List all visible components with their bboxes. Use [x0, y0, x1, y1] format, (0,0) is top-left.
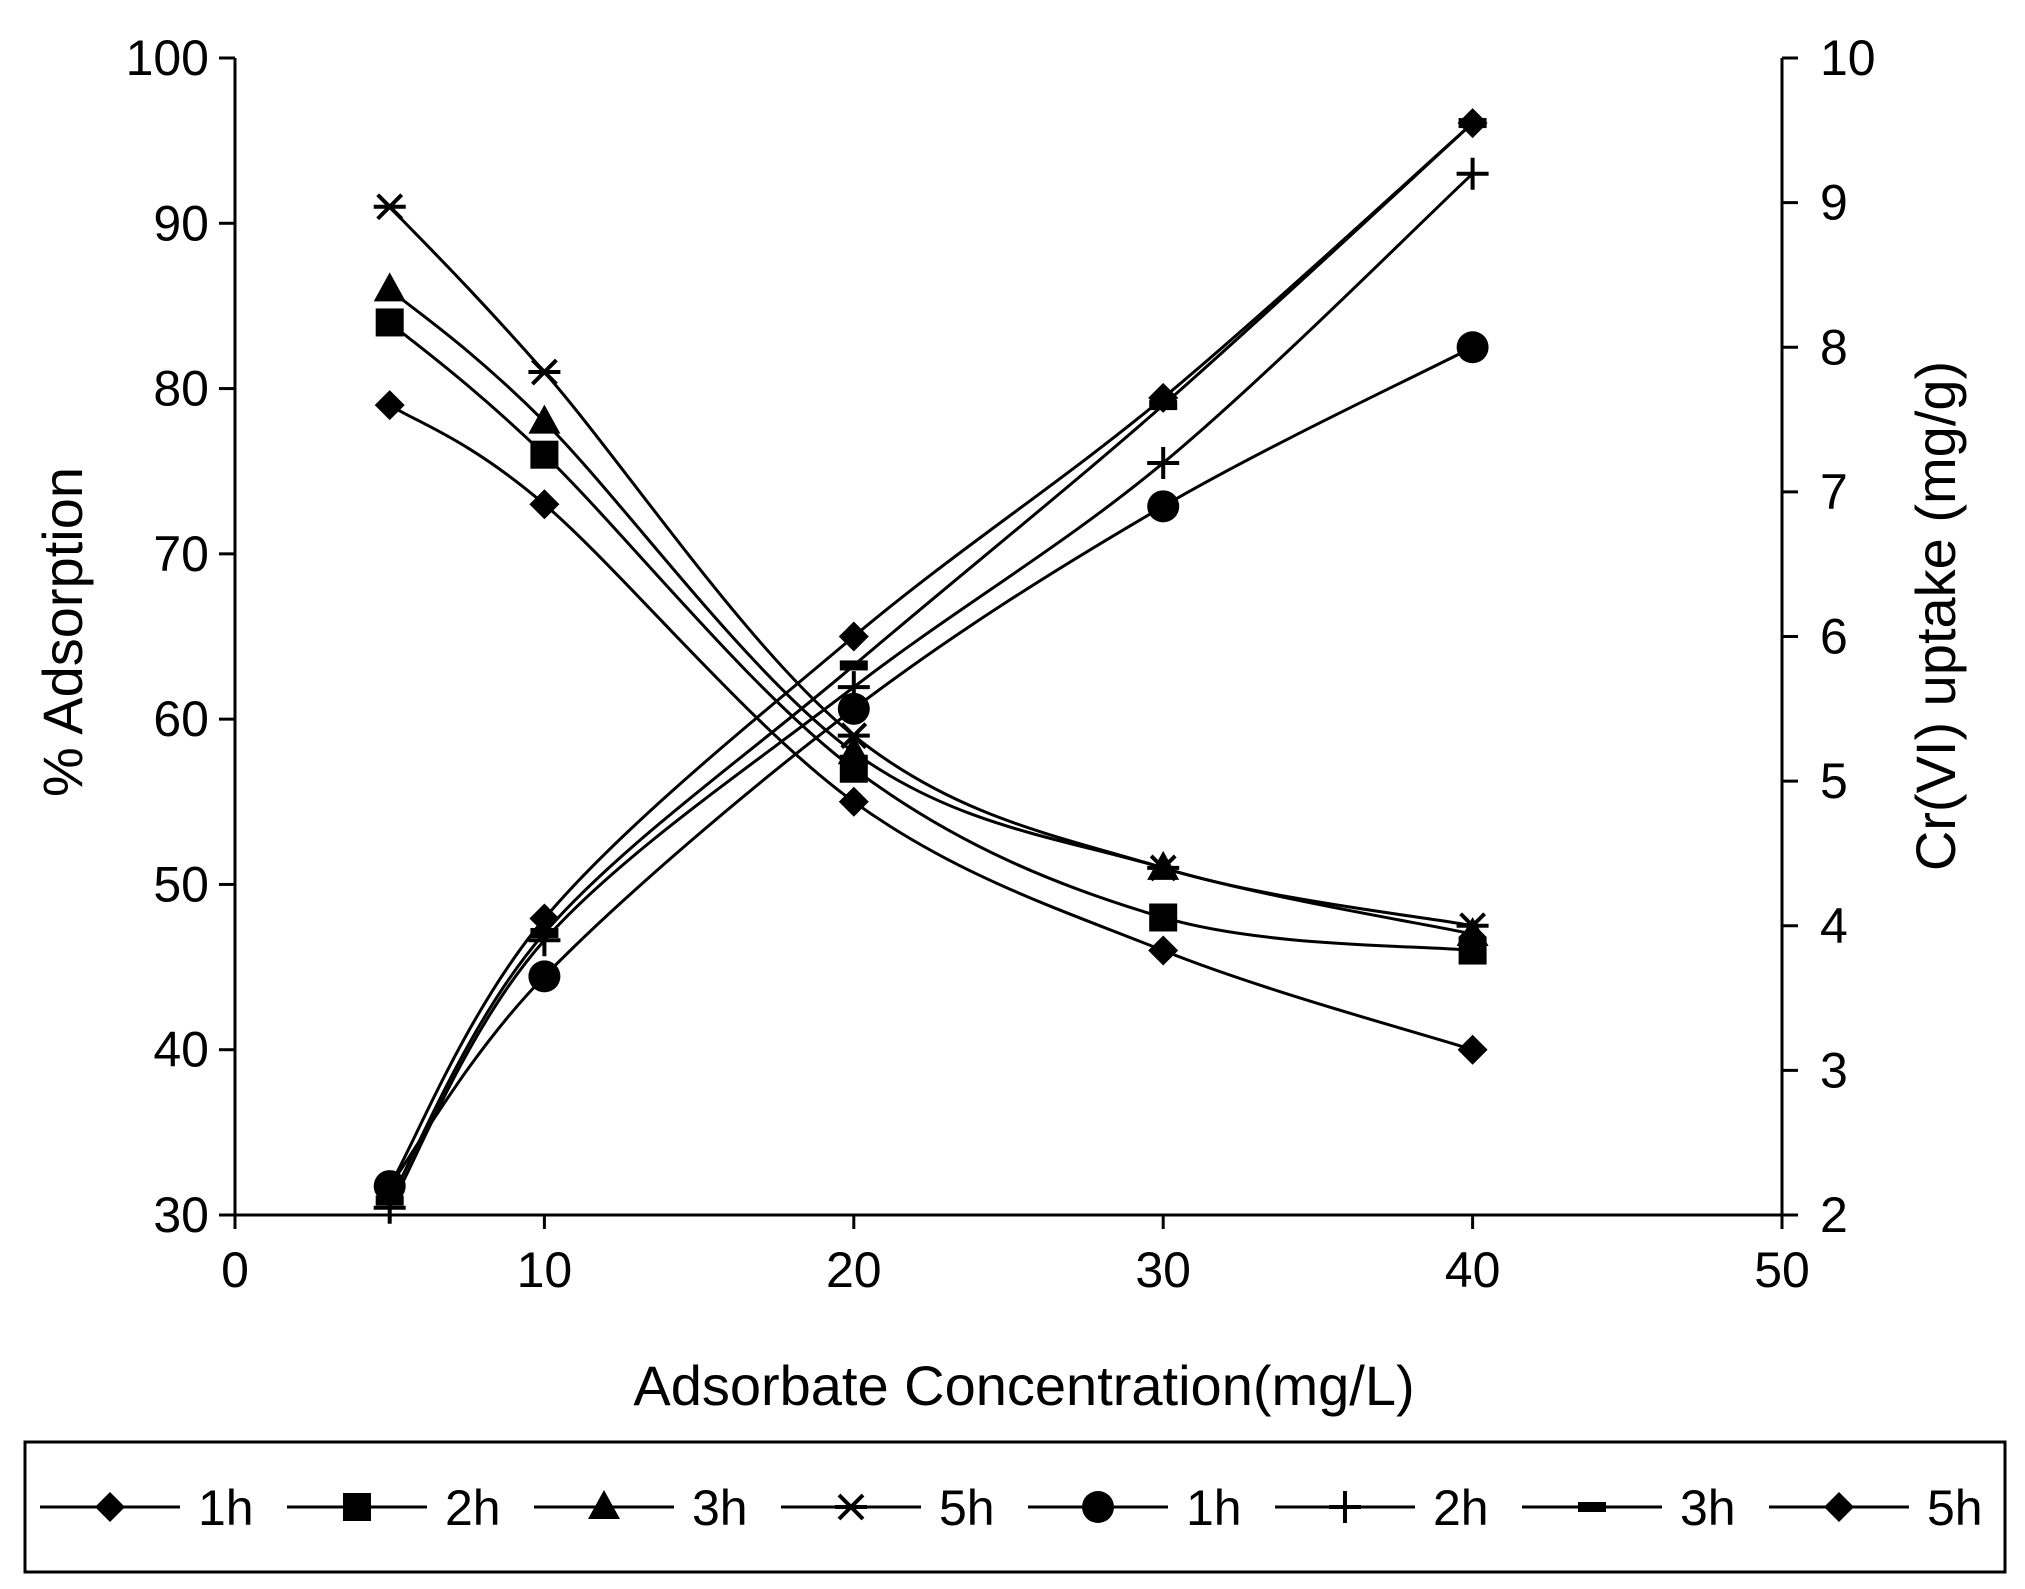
y-tick-label: 70 [153, 526, 209, 582]
legend-item: 1h [40, 1480, 254, 1536]
data-point [374, 1171, 405, 1202]
y2-tick-label: 5 [1820, 753, 1848, 809]
y2-axis-title: Cr(VI) uptake (mg/g) [1904, 361, 1967, 871]
y2-tick-label: 6 [1820, 609, 1848, 665]
data-point [1456, 157, 1489, 190]
legend-marker [835, 1493, 867, 1521]
y-axis-title: % Adsorption [31, 467, 94, 797]
x-tick-label: 40 [1445, 1242, 1501, 1298]
legend: 1h 2h 3h 5h 1h 2h 3h 5h [23, 1440, 2007, 1574]
data-point [373, 272, 406, 302]
data-point [528, 404, 561, 434]
y-tick-label: 60 [153, 691, 209, 747]
data-point [1149, 903, 1178, 932]
data-point [528, 358, 561, 386]
y-tick-label: 100 [126, 30, 209, 86]
data-point [529, 489, 560, 520]
legend-label: 1h [198, 1480, 254, 1536]
data-point [530, 440, 559, 469]
y2-tick-label: 4 [1820, 898, 1848, 954]
data-point [1456, 917, 1489, 947]
data-point [1457, 108, 1488, 139]
x-tick-label: 10 [517, 1242, 573, 1298]
data-point [1147, 854, 1180, 882]
legend-marker [1082, 1491, 1114, 1523]
legend-item: 3h [534, 1480, 748, 1536]
legend-label: 3h [692, 1480, 748, 1536]
data-point [1148, 935, 1179, 966]
x-axis-title: Adsorbate Concentration(mg/L) [633, 1354, 1414, 1417]
legend-item: 2h [287, 1480, 501, 1536]
data-point [528, 960, 561, 993]
legend-item: 5h [1769, 1480, 1983, 1536]
data-point [1147, 490, 1180, 523]
data-point [839, 660, 868, 671]
y2-tick-label: 10 [1820, 30, 1876, 86]
x-tick-label: 20 [826, 1242, 882, 1298]
data-point [1456, 331, 1489, 364]
legend-label: 5h [939, 1480, 995, 1536]
series-left-5h [373, 193, 1489, 940]
data-point [1148, 382, 1179, 413]
legend-label: 2h [445, 1480, 501, 1536]
series-right-2h [373, 157, 1489, 1224]
data-point [374, 390, 405, 421]
legend-marker [1329, 1491, 1361, 1523]
data-point [837, 692, 870, 725]
legend-marker [1824, 1492, 1854, 1522]
data-point [838, 621, 869, 652]
legend-label: 2h [1433, 1480, 1489, 1536]
x-tick-label: 50 [1754, 1242, 1810, 1298]
x-tick-label: 30 [1135, 1242, 1191, 1298]
y2-tick-label: 2 [1820, 1187, 1848, 1243]
data-point [529, 903, 560, 934]
data-point [1457, 1034, 1488, 1065]
y2-tick-label: 9 [1820, 175, 1848, 231]
series-line [388, 121, 1474, 1202]
data-point [837, 671, 870, 704]
legend-item: 1h [1028, 1480, 1242, 1536]
y-tick-label: 50 [153, 856, 209, 912]
data-point [837, 722, 870, 750]
data-point [1456, 912, 1489, 940]
legend-marker [343, 1493, 371, 1521]
data-point [837, 735, 870, 765]
legend-item: 5h [781, 1480, 995, 1536]
y2-tick-label: 7 [1820, 464, 1848, 520]
y2-tick-label: 3 [1820, 1042, 1848, 1098]
legend-label: 1h [1186, 1480, 1242, 1536]
data-point [838, 786, 869, 817]
data-point [1147, 446, 1180, 479]
series-right-5h [374, 108, 1488, 1202]
y-tick-label: 30 [153, 1187, 209, 1243]
legend-label: 5h [1927, 1480, 1983, 1536]
legend-marker [588, 1490, 620, 1519]
legend-marker [95, 1492, 125, 1522]
legend-label: 3h [1680, 1480, 1736, 1536]
legend-item: 3h [1522, 1480, 1736, 1536]
x-tick-label: 0 [221, 1242, 249, 1298]
y-tick-label: 40 [153, 1022, 209, 1078]
data-point [375, 308, 404, 337]
y2-tick-label: 8 [1820, 319, 1848, 375]
series-left-1h [374, 390, 1488, 1065]
data-point [373, 193, 406, 221]
y-tick-label: 90 [153, 195, 209, 251]
y-tick-label: 80 [153, 361, 209, 417]
legend-item: 2h [1275, 1480, 1489, 1536]
legend-marker [1578, 1502, 1606, 1512]
